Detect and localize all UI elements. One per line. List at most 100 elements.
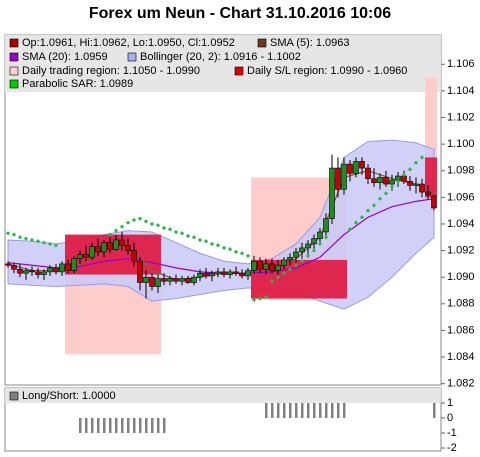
sar-dot	[119, 224, 125, 229]
long-short-bar	[157, 418, 160, 433]
y-tick-label: 1.086	[447, 324, 475, 336]
long-short-bar	[295, 403, 298, 418]
candle-body	[89, 246, 95, 258]
sub-plot: Long/Short: 1.0000	[9, 390, 436, 433]
candle-body	[287, 256, 293, 261]
candle-body	[53, 267, 59, 273]
legend-swatch	[9, 391, 19, 401]
sar-dot	[311, 248, 317, 253]
sar-dot	[275, 275, 281, 280]
legend-label: Daily S/L region: 1.0990 - 1.0960	[247, 65, 407, 77]
candle-body	[257, 260, 263, 270]
long-short-bar	[325, 403, 328, 418]
y-tick-label: 1.100	[447, 138, 475, 150]
candle-body	[131, 250, 137, 262]
sar-dot	[167, 227, 173, 232]
candle-body	[137, 260, 143, 283]
legend-swatch	[9, 38, 19, 48]
candle-body	[317, 231, 323, 239]
candle-body	[155, 278, 161, 287]
long-short-bar	[115, 418, 118, 433]
sar-dot	[407, 167, 413, 172]
y-tick-label: 0	[447, 412, 453, 424]
long-short-bar	[331, 403, 334, 418]
candle-body	[413, 183, 419, 186]
candle-body	[347, 163, 353, 174]
candle-body	[383, 177, 389, 185]
sar-dot	[203, 239, 209, 244]
sar-dot	[173, 229, 179, 235]
legend-label: SMA (5): 1.0963	[270, 37, 350, 49]
candle-body	[35, 271, 41, 275]
sar-dot	[143, 219, 149, 224]
sar-dot	[191, 235, 197, 240]
long-short-bar	[163, 418, 166, 433]
candle-body	[221, 271, 227, 275]
long-short-bar	[319, 403, 322, 418]
sar-dot	[161, 225, 167, 231]
y-tick-label: 1.104	[447, 85, 475, 97]
long-short-bar	[313, 403, 316, 418]
candle-body	[143, 276, 149, 283]
long-short-bar	[133, 418, 136, 433]
legend-swatch	[234, 66, 244, 76]
candle-body	[203, 272, 209, 277]
long-short-bar	[337, 403, 340, 418]
legend-swatch	[9, 66, 19, 76]
sar-dot	[293, 263, 299, 268]
candle-body	[125, 244, 131, 251]
candle-body	[323, 218, 329, 233]
candle-body	[209, 272, 215, 277]
sar-dot	[233, 249, 239, 255]
candle-body	[341, 163, 347, 190]
long-short-bar	[271, 403, 274, 418]
long-short-bar	[265, 403, 268, 418]
long-short-bar	[145, 418, 148, 433]
y-tick-label: 1.096	[447, 191, 475, 203]
candle-body	[419, 183, 425, 193]
candle-body	[251, 260, 257, 271]
long-short-bar	[151, 418, 154, 433]
candle-body	[161, 278, 167, 282]
long-short-bar	[277, 403, 280, 418]
y-tick-label: 1	[447, 397, 453, 409]
sar-dot	[299, 259, 305, 264]
sar-dot	[263, 295, 269, 300]
legend-swatch	[9, 79, 19, 89]
y-tick-label: 1.092	[447, 244, 475, 256]
sar-dot	[227, 247, 233, 252]
candle-body	[47, 267, 53, 273]
candle-body	[23, 270, 29, 274]
long-short-bar	[433, 403, 436, 418]
legend-swatch	[127, 52, 137, 62]
trading-region	[425, 77, 437, 158]
candle-body	[329, 167, 335, 219]
legend-label: Daily trading region: 1.1050 - 1.0990	[22, 65, 200, 77]
candle-body	[281, 259, 287, 266]
long-short-bar	[283, 403, 286, 418]
candle-body	[5, 263, 11, 266]
candle-body	[239, 272, 245, 277]
candle-body	[59, 263, 65, 273]
sar-dot	[209, 241, 215, 247]
y-tick-label: 1.094	[447, 218, 475, 230]
candle-body	[359, 161, 365, 169]
long-short-bar	[127, 418, 130, 433]
candle-body	[179, 278, 185, 282]
candle-body	[149, 276, 155, 287]
sar-dot	[149, 221, 155, 227]
sar-dot	[107, 232, 113, 237]
sar-dot	[41, 240, 47, 245]
sar-dot	[215, 243, 221, 248]
sar-dot	[221, 245, 227, 251]
long-short-bar	[121, 418, 124, 433]
sar-dot	[125, 220, 131, 225]
sar-dot	[395, 179, 401, 184]
sar-dot	[245, 253, 251, 259]
legend-label: Op:1.0961, Hi:1.0962, Lo:1.0950, Cl:1.09…	[22, 37, 235, 49]
candle-body	[233, 271, 239, 274]
sar-dot	[281, 271, 287, 276]
candle-body	[101, 242, 107, 253]
candle-body	[407, 181, 413, 186]
